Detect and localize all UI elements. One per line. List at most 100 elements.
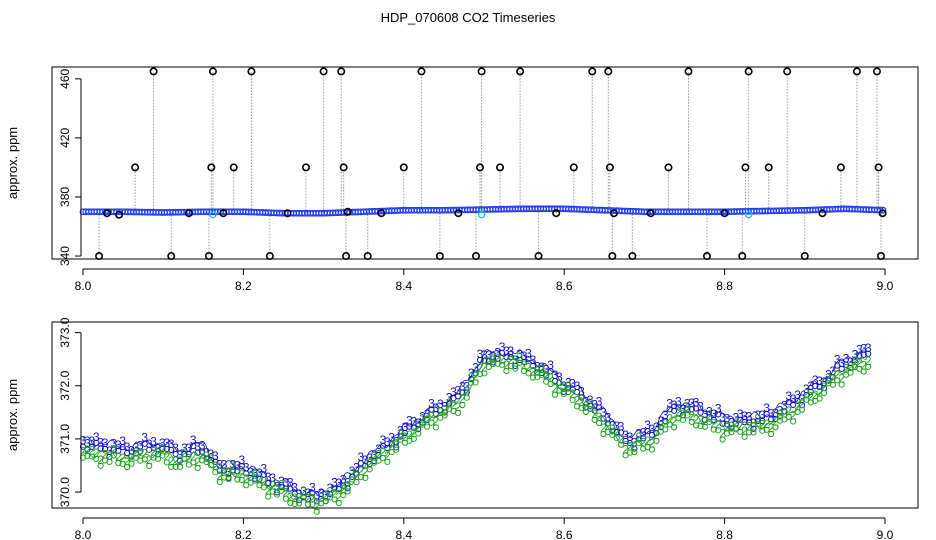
series-point [287,485,294,492]
series-marker: 2 [490,351,497,365]
series-marker: 3 [168,437,175,451]
x-tick-label: 8.6 [556,528,573,540]
series-marker: 3 [305,486,312,500]
cyan-point [744,210,753,219]
series-point [644,428,651,435]
spike-point [741,163,750,172]
series-marker: 3 [724,411,731,425]
series-point [631,449,638,456]
series-point [701,423,709,430]
spike-point [552,209,561,218]
series-point [388,440,395,447]
series-point [618,441,625,448]
spike-point [343,207,352,216]
series-marker: 2 [565,379,572,393]
series-marker: 3 [657,414,664,428]
series-marker: 3 [93,430,100,444]
series-point [706,414,713,421]
series-point [454,409,462,417]
series-marker: 3 [852,347,859,361]
series-marker: 2 [366,456,373,470]
series-marker: 2 [834,367,841,381]
series-point [423,423,431,430]
series-marker: 2 [812,388,819,402]
series-marker: 2 [397,427,404,441]
series-marker: 2 [860,359,867,373]
series-point [618,429,625,436]
series-point [472,379,479,386]
series-marker: 3 [706,404,713,418]
series-point [357,460,364,467]
series-marker: 3 [534,359,541,373]
series-point [159,452,166,459]
series-marker: 3 [190,433,197,447]
series-marker: 3 [499,340,506,354]
series-point [728,429,735,436]
series-marker: 2 [781,406,788,420]
series-point [340,482,347,489]
series-marker: 2 [644,434,651,448]
series-marker: 2 [133,445,140,459]
series-point [785,413,792,421]
series-point [353,479,360,486]
series-marker: 3 [790,392,797,406]
series-point [304,501,312,508]
series-marker: 3 [556,370,563,384]
series-marker: 3 [274,479,281,493]
series-marker: 2 [137,448,144,462]
series-point [829,373,836,381]
series-marker: 3 [508,344,515,358]
spike-point [818,209,827,218]
series-marker: 2 [772,414,779,428]
series-marker: 3 [485,348,492,362]
series-marker: 3 [591,398,598,412]
top-y-axis-label: approx. ppm [5,127,20,199]
series-marker: 2 [459,392,466,406]
series-point [595,404,603,411]
series-point [666,421,673,428]
spike-point [339,163,348,172]
series-marker: 2 [512,356,519,370]
series-point [741,433,748,440]
series-point [626,449,634,456]
series-marker: 3 [596,394,603,408]
series-point [141,440,148,447]
series-marker: 3 [684,396,691,410]
series-point [679,417,686,424]
series-point [529,362,537,370]
series-marker: 3 [437,397,444,411]
series-marker: 3 [710,407,717,421]
series-point [309,501,316,508]
series-marker: 3 [433,401,440,415]
series-marker: 2 [234,467,241,481]
series-marker: 3 [627,430,634,444]
series-marker: 2 [732,416,739,430]
series-point [600,415,607,422]
series-marker: 3 [199,439,206,453]
bottom-x-axis: 8.0 8.2 8.4 8.6 8.8 9.0 [75,517,894,540]
x-tick-label: 8.8 [716,279,733,293]
series-point [662,417,669,425]
series-marker: 2 [84,443,91,457]
series-marker: 2 [600,421,607,435]
x-tick-label: 8.0 [75,279,92,293]
series-marker: 2 [406,428,413,442]
series-marker: 3 [203,446,210,460]
series-marker: 3 [688,396,695,410]
series-marker: 2 [327,484,334,498]
series-marker: 2 [680,407,687,421]
series-marker: 3 [821,375,828,389]
series-marker: 2 [538,362,545,376]
series-marker: 2 [481,360,488,374]
series-point [181,455,188,463]
series-point [146,462,153,469]
series-marker: 3 [366,451,373,465]
series-marker: 2 [675,405,682,419]
series-marker: 3 [362,453,369,467]
series-marker: 3 [415,416,422,430]
series-marker: 3 [375,442,382,456]
series-point [556,387,563,394]
spike-point [115,210,124,219]
series-point [754,417,761,425]
series-marker: 2 [856,356,863,370]
